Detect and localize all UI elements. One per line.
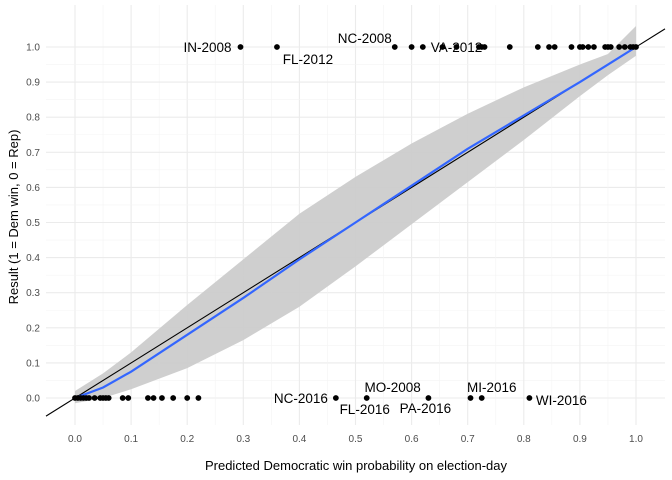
smooth-trend-line	[74, 46, 637, 400]
point-label: PA-2016	[400, 401, 452, 416]
data-point	[607, 44, 614, 50]
point-label: NC-2016	[274, 391, 328, 406]
x-tick-label: 0.1	[124, 434, 138, 445]
confidence-ribbon-layer	[75, 25, 636, 404]
data-point	[534, 44, 541, 50]
data-point	[170, 395, 177, 401]
y-axis-ticks: 0.0 0.1 0.2 0.3 0.4 0.5 0.6 0.7 0.8 0.9 1.0	[26, 43, 40, 405]
data-point	[184, 395, 191, 401]
point-label: FL-2012	[283, 52, 333, 67]
data-point	[546, 44, 552, 50]
data-point	[105, 395, 112, 401]
data-point	[585, 44, 592, 50]
point-label: FL-2016	[340, 402, 390, 417]
x-tick-label: 0.9	[573, 434, 587, 445]
y-tick-label: 0.6	[26, 183, 40, 194]
data-point	[467, 395, 474, 401]
y-tick-label: 0.1	[26, 358, 40, 369]
data-point	[478, 395, 485, 401]
y-tick-label: 0.0	[26, 394, 40, 405]
y-tick-label: 0.4	[26, 253, 40, 264]
data-point	[274, 44, 280, 50]
data-point	[332, 395, 339, 401]
y-tick-label: 0.7	[26, 148, 40, 159]
x-tick-label: 0.5	[349, 434, 363, 445]
data-point	[125, 395, 132, 401]
data-point	[633, 44, 639, 50]
data-point	[526, 395, 533, 401]
data-point	[419, 44, 426, 50]
y-tick-label: 0.3	[26, 288, 40, 299]
data-point	[195, 395, 202, 401]
point-label: MO-2008	[364, 380, 420, 395]
points-layer	[72, 44, 639, 401]
data-point	[145, 395, 151, 401]
data-point	[621, 44, 628, 50]
y-tick-label: 0.9	[26, 78, 40, 89]
point-label: IN-2008	[183, 40, 231, 55]
data-point	[91, 395, 98, 401]
data-point	[391, 44, 398, 50]
data-point	[425, 395, 432, 401]
x-axis-title: Predicted Democratic win probability on …	[205, 458, 508, 473]
point-label: WI-2016	[536, 393, 587, 408]
point-label: MI-2016	[467, 380, 517, 395]
data-point	[150, 395, 157, 401]
data-point	[551, 44, 558, 50]
data-point	[506, 44, 513, 50]
x-tick-label: 0.6	[405, 434, 419, 445]
smooth-line-layer	[74, 46, 637, 400]
y-tick-label: 0.2	[26, 323, 40, 334]
x-tick-label: 1.0	[629, 434, 643, 445]
data-point	[408, 44, 415, 50]
annotation-labels-layer: IN-2008 FL-2012 NC-2008 VA-2012 NC-2016 FL-20…	[183, 31, 586, 417]
point-label: VA-2012	[431, 40, 483, 55]
data-point	[237, 44, 244, 50]
y-axis-title: Result (1 = Dem win, 0 = Rep)	[6, 130, 21, 305]
data-point	[119, 395, 126, 401]
data-point	[363, 395, 370, 401]
confidence-ribbon	[75, 25, 636, 404]
data-point	[579, 44, 586, 50]
x-axis-ticks: 0.0 0.1 0.2 0.3 0.4 0.5 0.6 0.7 0.8 0.9 1.0	[68, 434, 643, 445]
x-tick-label: 0.7	[461, 434, 475, 445]
data-point	[481, 44, 488, 50]
x-tick-label: 0.3	[236, 434, 250, 445]
data-point	[159, 395, 165, 401]
x-tick-label: 0.0	[68, 434, 82, 445]
point-label: NC-2008	[338, 31, 392, 46]
data-point	[591, 44, 597, 50]
x-tick-label: 0.8	[517, 434, 531, 445]
data-point	[568, 44, 575, 50]
x-tick-label: 0.2	[180, 434, 194, 445]
data-point	[453, 44, 460, 50]
y-tick-label: 1.0	[26, 43, 40, 54]
y-tick-label: 0.8	[26, 113, 40, 124]
data-point	[616, 44, 623, 50]
data-point	[439, 44, 446, 50]
x-tick-label: 0.4	[292, 434, 306, 445]
y-tick-label: 0.5	[26, 218, 40, 229]
data-point	[86, 395, 92, 401]
